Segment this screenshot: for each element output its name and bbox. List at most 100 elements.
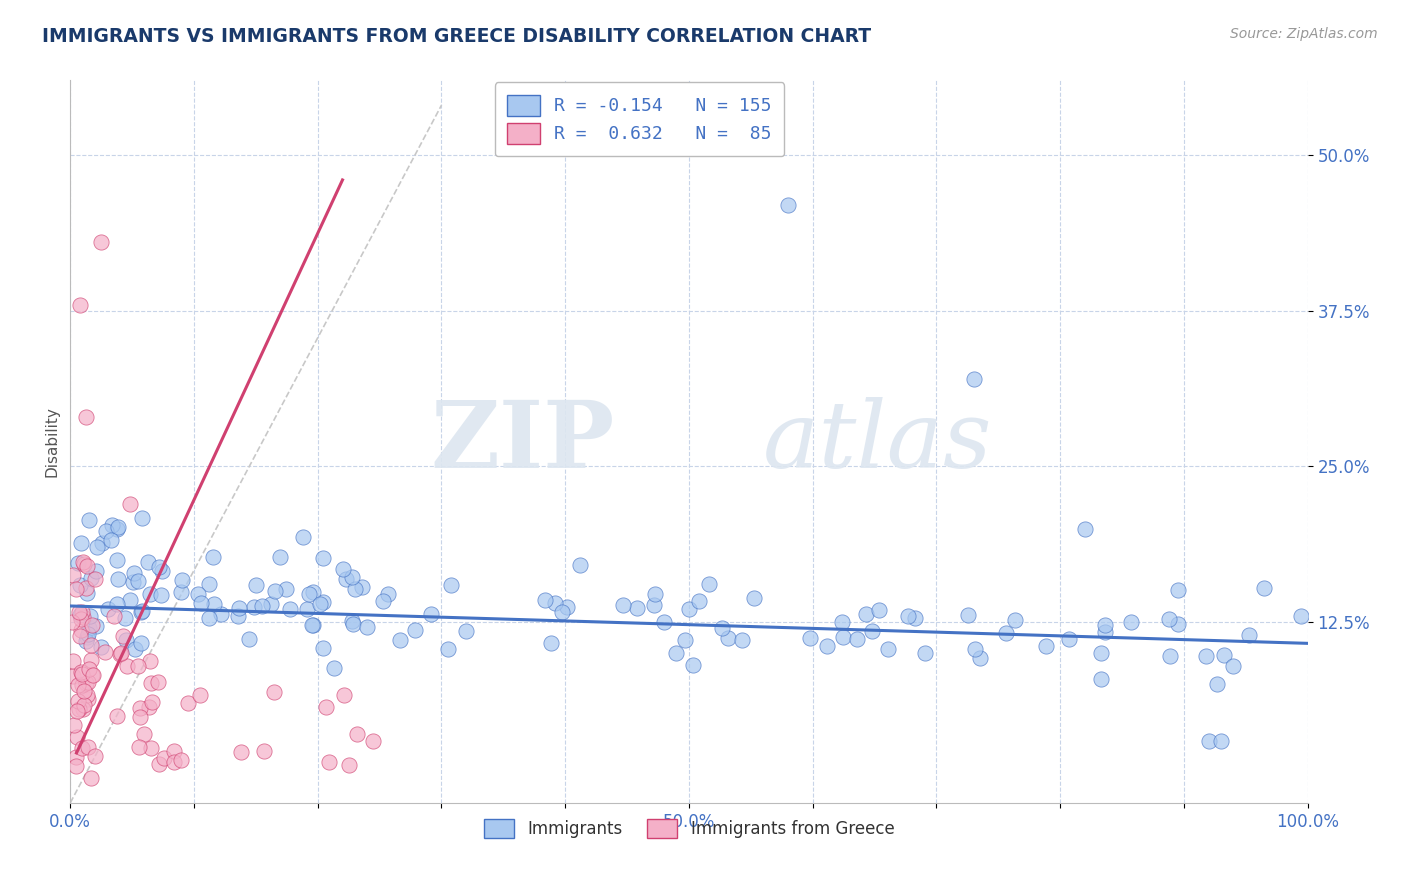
Point: [260, 597, 283, 611]
Point: [76, 630, 98, 644]
Point: [105, 709, 128, 723]
Point: [1004, 613, 1026, 627]
Point: [1206, 677, 1229, 691]
Point: [776, 198, 799, 212]
Point: [963, 642, 986, 657]
Point: [77, 513, 100, 527]
Point: [62, 654, 84, 668]
Point: [337, 757, 360, 772]
Point: [84, 565, 107, 579]
Point: [62, 669, 84, 683]
Point: [389, 633, 412, 648]
Point: [569, 558, 592, 573]
Point: [904, 611, 927, 625]
Point: [84, 748, 107, 763]
Point: [717, 631, 740, 645]
Point: [90, 235, 112, 250]
Point: [77, 691, 100, 706]
Point: [312, 641, 335, 656]
Point: [1074, 522, 1097, 536]
Point: [139, 587, 162, 601]
Point: [276, 582, 298, 596]
Point: [138, 699, 160, 714]
Point: [682, 657, 704, 672]
Point: [100, 533, 122, 547]
Point: [105, 552, 128, 566]
Point: [250, 599, 273, 613]
Point: [79, 609, 101, 624]
Point: [263, 584, 285, 599]
Point: [118, 593, 141, 607]
Point: [72, 609, 94, 624]
Point: [335, 572, 357, 586]
Point: [70, 605, 93, 619]
Point: [60, 615, 83, 629]
Point: [148, 560, 170, 574]
Point: [697, 577, 720, 591]
Point: [127, 574, 149, 589]
Point: [309, 597, 332, 611]
Point: [170, 753, 193, 767]
Point: [1094, 618, 1116, 632]
Point: [301, 584, 323, 599]
Point: [163, 755, 186, 769]
Point: [969, 651, 991, 665]
Point: [91, 535, 114, 549]
Point: [187, 587, 209, 601]
Point: [301, 618, 323, 632]
Point: [815, 639, 838, 653]
Point: [141, 740, 163, 755]
Point: [1035, 639, 1057, 653]
Point: [371, 594, 394, 608]
Point: [352, 580, 374, 594]
Point: [711, 621, 734, 635]
Point: [107, 572, 129, 586]
Point: [855, 607, 877, 621]
Point: [76, 559, 98, 574]
Point: [76, 586, 98, 600]
Legend: Immigrants, Immigrants from Greece: Immigrants, Immigrants from Greece: [477, 813, 901, 845]
Point: [127, 658, 149, 673]
Point: [75, 676, 97, 690]
Point: [69, 578, 91, 592]
Point: [1090, 672, 1112, 686]
Point: [404, 623, 426, 637]
Point: [65, 582, 87, 597]
Point: [962, 372, 984, 386]
Point: [831, 630, 853, 644]
Point: [551, 605, 574, 619]
Point: [340, 614, 363, 628]
Point: [170, 573, 193, 587]
Point: [363, 734, 385, 748]
Point: [63, 718, 86, 732]
Point: [1253, 581, 1275, 595]
Point: [897, 609, 920, 624]
Point: [67, 701, 90, 715]
Point: [148, 675, 170, 690]
Point: [201, 550, 224, 565]
Point: [454, 624, 477, 638]
Point: [75, 634, 97, 648]
Point: [190, 596, 212, 610]
Point: [188, 688, 211, 702]
Point: [555, 599, 578, 614]
Point: [114, 611, 136, 625]
Point: [1222, 659, 1244, 673]
Point: [333, 688, 356, 702]
Point: [243, 600, 266, 615]
Point: [1195, 649, 1218, 664]
Point: [332, 562, 354, 576]
Point: [278, 602, 301, 616]
Point: [437, 641, 460, 656]
Point: [673, 633, 696, 648]
Point: [128, 740, 150, 755]
Point: [70, 665, 93, 679]
Point: [66, 731, 89, 745]
Point: [148, 757, 170, 772]
Point: [80, 571, 103, 585]
Point: [66, 704, 89, 718]
Point: [77, 627, 100, 641]
Text: ZIP: ZIP: [430, 397, 614, 486]
Point: [994, 626, 1017, 640]
Point: [101, 517, 124, 532]
